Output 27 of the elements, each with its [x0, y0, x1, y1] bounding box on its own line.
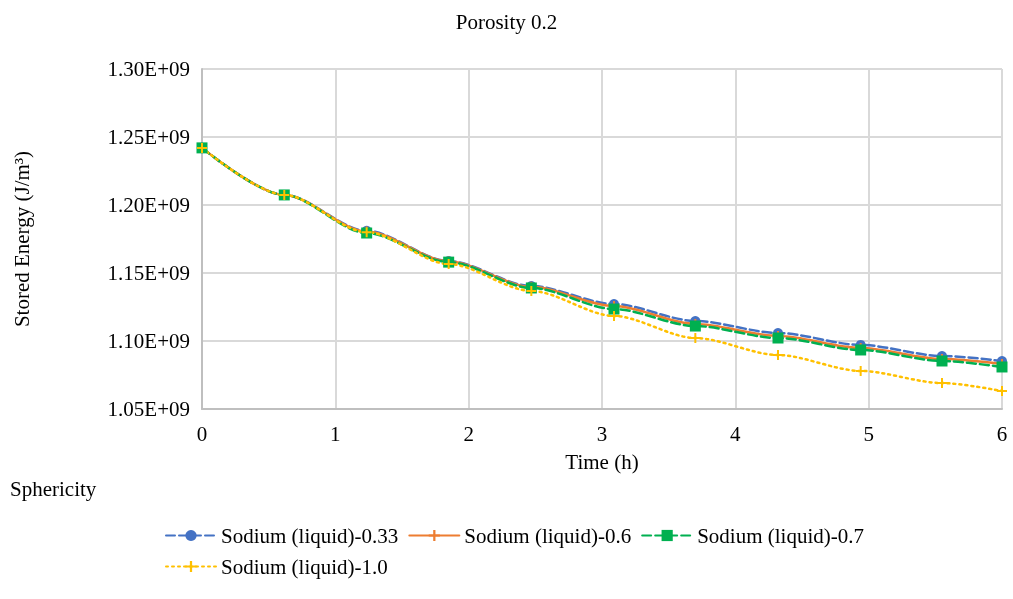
y-tick-label: 1.20E+09: [107, 193, 190, 217]
legend-label: Sodium (liquid)-1.0: [221, 554, 388, 579]
legend-label: Sodium (liquid)-0.33: [221, 523, 399, 548]
legend-label: Sodium (liquid)-0.7: [697, 523, 865, 548]
y-tick-label: 1.05E+09: [107, 397, 190, 421]
x-tick-label: 1: [330, 421, 341, 446]
point: [690, 333, 701, 344]
legend-label: Sodium (liquid)-0.6: [464, 523, 632, 548]
chart-title: Porosity 0.2: [455, 9, 558, 34]
point: [773, 350, 783, 361]
point: [996, 361, 1008, 373]
x-tick-label: 3: [596, 421, 608, 446]
y-tick-label: 1.10E+09: [107, 329, 190, 353]
legend-title: Sphericity: [10, 476, 97, 501]
x-tick-label: 0: [196, 421, 208, 446]
y-tick-label: 1.15E+09: [107, 261, 190, 285]
y-tick-label: 1.30E+09: [107, 57, 190, 81]
point: [609, 310, 619, 321]
x-tick-label: 5: [863, 421, 874, 446]
x-tick-label: 4: [730, 421, 742, 446]
x-tick-label: 2: [463, 421, 474, 446]
point: [997, 386, 1007, 397]
point: [937, 378, 947, 389]
y-tick-label: 1.25E+09: [107, 125, 190, 149]
y-axis-title: Stored Energy (J/m³): [9, 150, 34, 328]
x-axis-title: Time (h): [565, 449, 639, 474]
x-tick-label: 6: [996, 421, 1008, 446]
